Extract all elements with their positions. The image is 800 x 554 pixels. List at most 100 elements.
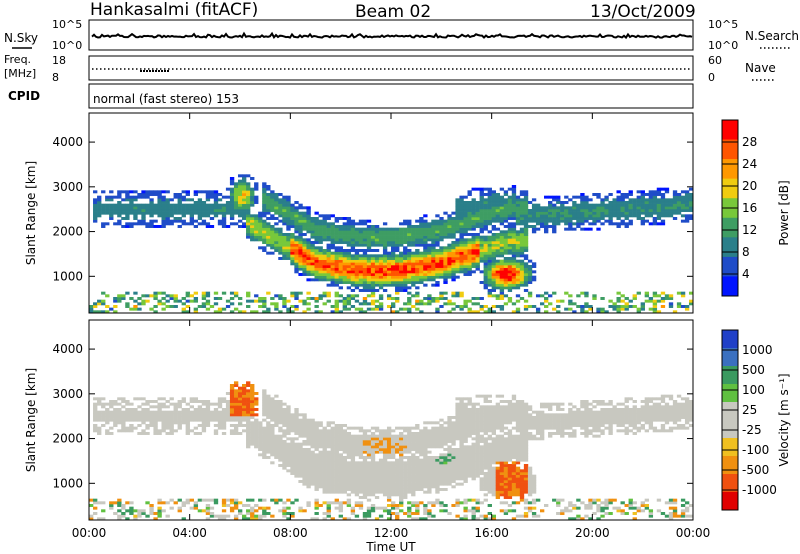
power-cell bbox=[125, 225, 130, 228]
power-cell bbox=[250, 222, 255, 226]
power-cell bbox=[507, 262, 513, 266]
velocity-cell bbox=[258, 432, 263, 435]
power-cell bbox=[680, 190, 686, 194]
power-cell bbox=[455, 267, 460, 271]
velocity-cell bbox=[399, 498, 404, 502]
velocity-cell bbox=[310, 453, 315, 457]
power-cell bbox=[314, 241, 319, 244]
power-cell bbox=[382, 235, 388, 239]
velocity-cell bbox=[278, 418, 283, 422]
power-cell bbox=[664, 187, 670, 191]
power-cell bbox=[407, 299, 412, 303]
cpid-frame bbox=[88, 83, 694, 109]
velocity-cell bbox=[113, 402, 118, 406]
power-cell bbox=[415, 249, 420, 252]
velocity-cell bbox=[93, 397, 98, 401]
power-cell bbox=[499, 198, 505, 202]
power-cell bbox=[326, 233, 331, 236]
power-cell bbox=[354, 273, 360, 276]
power-cell bbox=[419, 254, 424, 258]
velocity-cell bbox=[370, 440, 376, 443]
power-cell bbox=[576, 203, 581, 207]
velocity-cell bbox=[330, 432, 335, 435]
power-cell bbox=[459, 265, 464, 268]
velocity-cell bbox=[427, 488, 432, 491]
power-cell bbox=[548, 219, 553, 223]
power-cell bbox=[483, 305, 488, 308]
power-cell bbox=[511, 275, 517, 279]
velocity-cell bbox=[274, 408, 279, 411]
power-cell bbox=[495, 262, 501, 266]
power-cell bbox=[322, 225, 327, 228]
power-cell bbox=[439, 305, 444, 308]
power-cell bbox=[181, 203, 186, 207]
power-cell bbox=[596, 209, 601, 212]
power-cell bbox=[354, 267, 360, 271]
power-cell bbox=[499, 222, 505, 226]
velocity-cell bbox=[250, 402, 255, 406]
power-cell bbox=[254, 219, 259, 223]
velocity-cell bbox=[237, 397, 243, 401]
power-cell bbox=[527, 209, 533, 212]
velocity-cell bbox=[391, 501, 396, 505]
power-cell bbox=[556, 209, 561, 212]
velocity-cell bbox=[350, 458, 356, 462]
power-cell bbox=[314, 217, 319, 220]
velocity-cell bbox=[145, 410, 150, 414]
power-cell bbox=[217, 198, 223, 202]
velocity-cell bbox=[149, 506, 154, 510]
power-cell bbox=[451, 275, 456, 279]
velocity-cell bbox=[282, 464, 287, 467]
velocity-cell bbox=[362, 442, 368, 446]
velocity-cell bbox=[117, 498, 122, 502]
power-cell bbox=[608, 214, 613, 218]
power-cell bbox=[330, 257, 335, 260]
power-cell bbox=[133, 214, 138, 218]
velocity-cell bbox=[439, 442, 444, 446]
velocity-cell bbox=[129, 429, 134, 433]
velocity-cell bbox=[447, 421, 452, 425]
power-cell bbox=[270, 201, 275, 204]
power-cell bbox=[237, 209, 243, 212]
power-cell bbox=[282, 235, 287, 239]
power-cell bbox=[523, 190, 529, 194]
power-cell bbox=[487, 201, 492, 204]
velocity-cell bbox=[358, 477, 364, 481]
velocity-cell bbox=[181, 410, 186, 414]
power-cell bbox=[491, 203, 496, 207]
power-cell bbox=[213, 190, 219, 194]
power-cell bbox=[366, 307, 372, 311]
velocity-cell bbox=[378, 461, 384, 465]
power-cell bbox=[346, 227, 352, 231]
power-cell bbox=[189, 198, 194, 202]
power-cell bbox=[346, 251, 352, 255]
power-cell bbox=[495, 297, 501, 300]
velocity-cell bbox=[262, 498, 267, 502]
velocity-cell bbox=[278, 410, 283, 414]
velocity-cell bbox=[306, 450, 311, 454]
velocity-cell bbox=[399, 450, 404, 454]
velocity-cell bbox=[419, 442, 424, 446]
power-cell bbox=[326, 249, 331, 252]
power-cell bbox=[515, 206, 521, 210]
velocity-cell bbox=[246, 437, 251, 441]
velocity-cell bbox=[455, 466, 460, 470]
power-cell bbox=[326, 243, 331, 247]
power-cell bbox=[246, 193, 251, 196]
power-cell bbox=[266, 238, 271, 242]
power-cell bbox=[676, 305, 682, 308]
velocity-cell bbox=[137, 397, 142, 401]
power-cell bbox=[386, 254, 392, 258]
velocity-cell bbox=[197, 498, 203, 502]
velocity-cell bbox=[439, 480, 444, 483]
velocity-cell bbox=[395, 480, 400, 483]
velocity-cell bbox=[121, 418, 126, 422]
velocity-cell bbox=[133, 416, 138, 419]
power-cell bbox=[250, 235, 255, 239]
power-cell bbox=[193, 307, 199, 311]
power-cell bbox=[298, 225, 303, 228]
velocity-cell bbox=[294, 408, 299, 411]
velocity-cell bbox=[358, 440, 364, 443]
velocity-cell bbox=[193, 418, 199, 422]
power-cell bbox=[262, 297, 267, 300]
